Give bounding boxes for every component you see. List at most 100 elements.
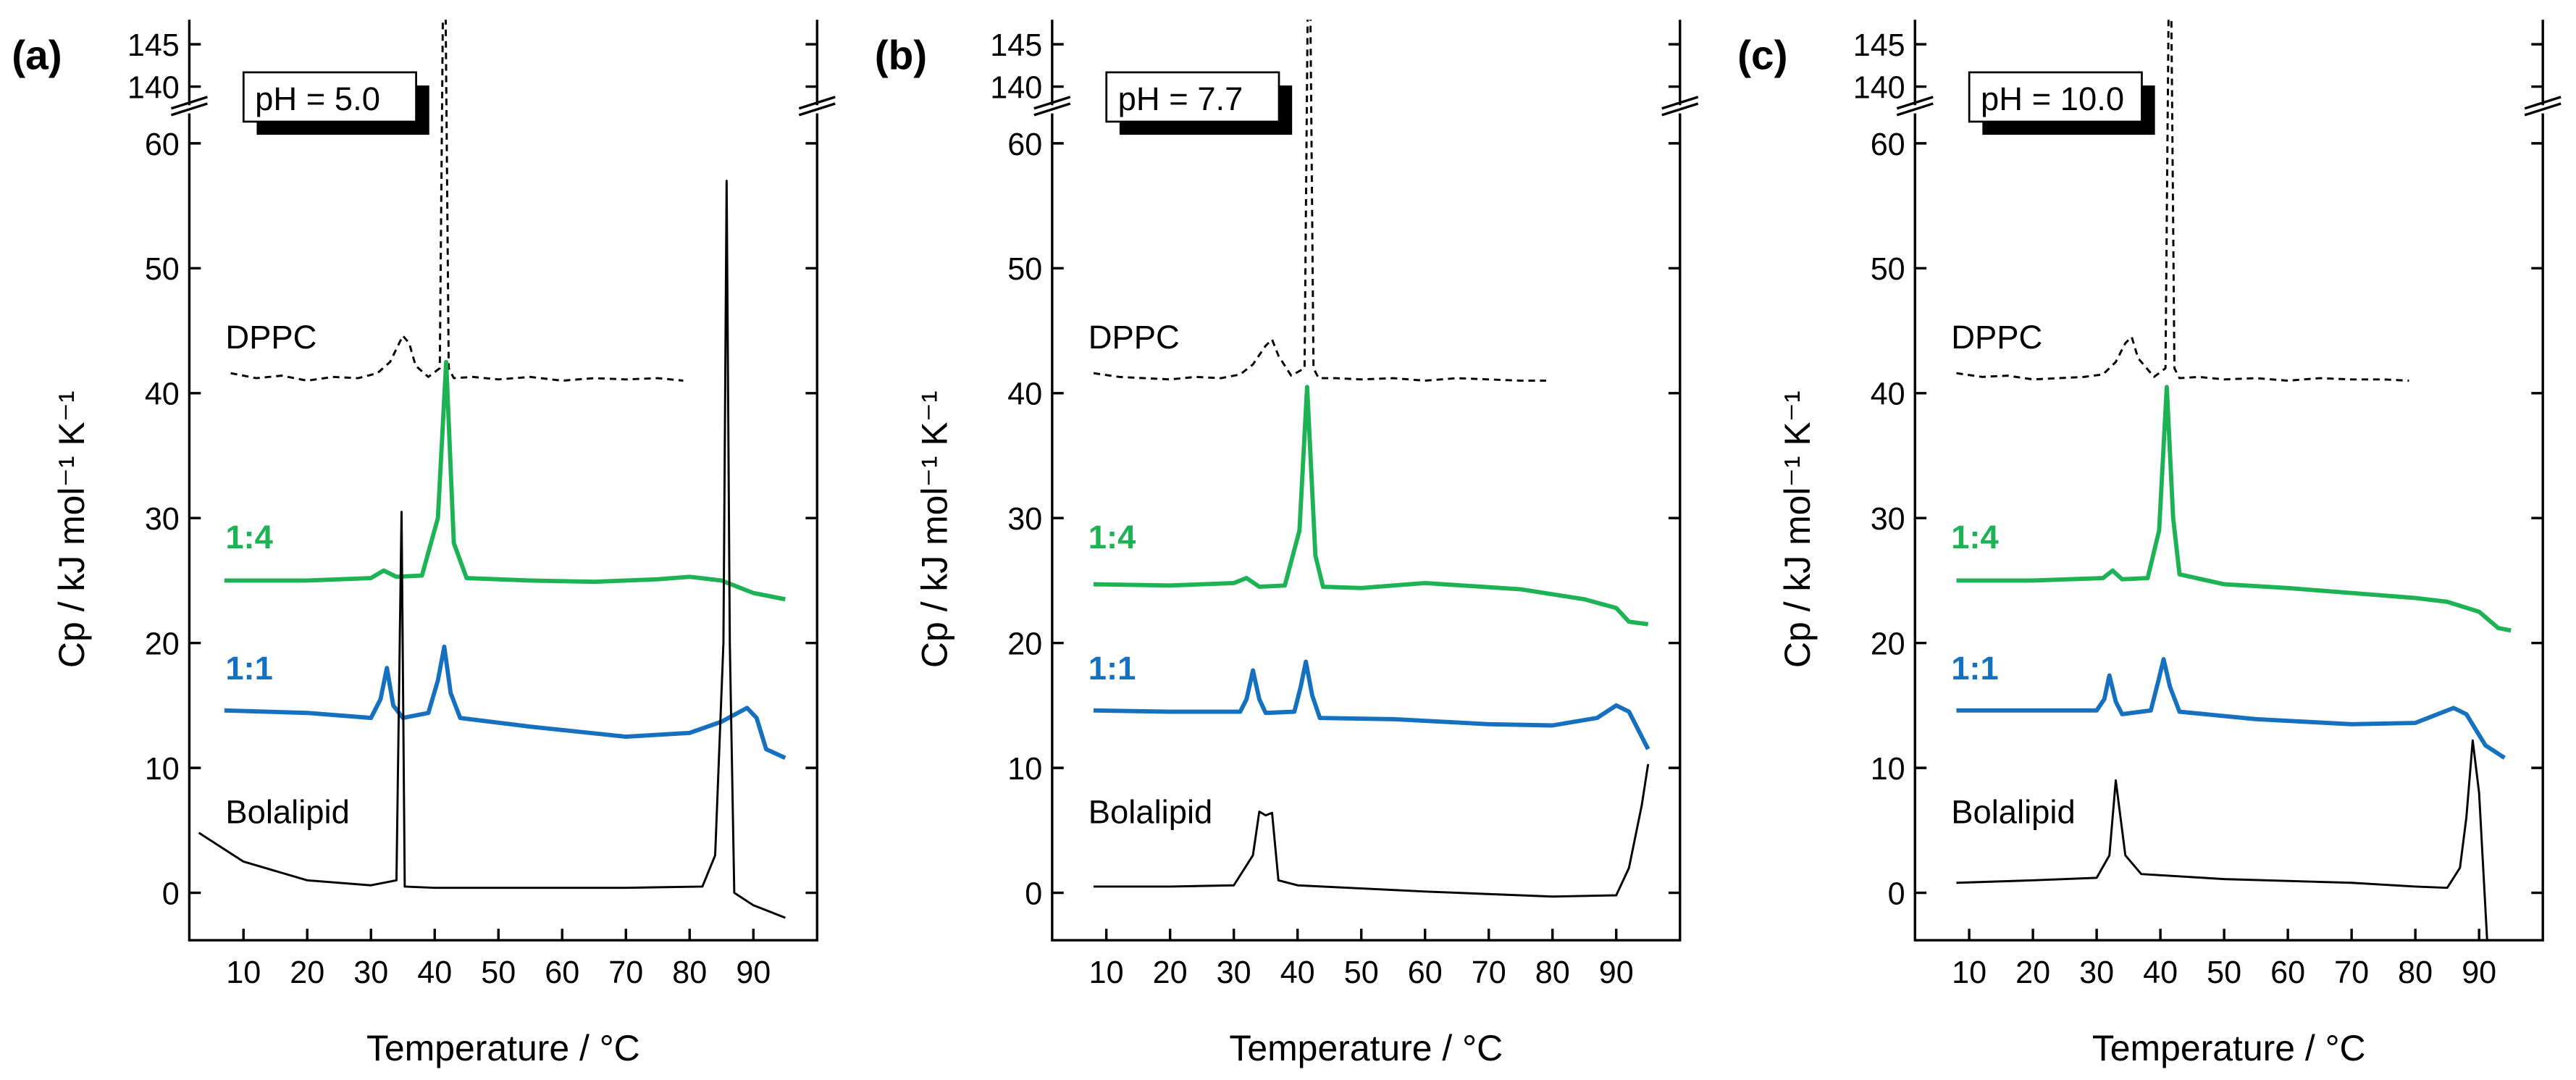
x-tick-label: 90 — [2462, 955, 2496, 990]
y-tick-label: 140 — [127, 70, 180, 105]
axis-break — [1033, 96, 1071, 117]
y-tick-label: 20 — [1007, 627, 1042, 662]
series-label: 1:1 — [1951, 650, 1999, 687]
x-tick-label: 90 — [736, 955, 771, 990]
y-tick-label: 0 — [1888, 876, 1905, 911]
series-line — [1956, 20, 2409, 382]
y-tick-label: 145 — [127, 28, 180, 63]
x-tick-label: 30 — [1217, 955, 1251, 990]
x-tick-label: 20 — [2015, 955, 2050, 990]
x-tick-label: 60 — [545, 955, 579, 990]
x-tick-label: 30 — [353, 955, 388, 990]
y-tick-label: 0 — [1025, 876, 1042, 911]
x-axis-label: Temperature / °C — [2092, 1028, 2366, 1068]
axis-break — [170, 96, 208, 117]
y-tick-label: 145 — [990, 28, 1042, 63]
axis-frame — [1913, 20, 2544, 942]
y-axis-label: Cp / kJ mol⁻¹ K⁻¹ — [915, 390, 955, 668]
y-tick-label: 40 — [1871, 377, 1905, 412]
series-line — [1956, 385, 2512, 633]
annotation: pH = 10.0 — [1981, 80, 2124, 117]
y-tick-label: 60 — [1871, 127, 1905, 162]
x-tick-label: 10 — [1089, 955, 1124, 990]
x-tick-label: 50 — [481, 955, 516, 990]
axis-frame — [1051, 20, 1682, 942]
y-tick-label: 60 — [1007, 127, 1042, 162]
x-tick-label: 80 — [672, 955, 707, 990]
annotation: pH = 7.7 — [1118, 80, 1243, 117]
x-tick-label: 20 — [290, 955, 324, 990]
y-axis-label: Cp / kJ mol⁻¹ K⁻¹ — [51, 390, 92, 668]
x-tick-label: 40 — [417, 955, 452, 990]
panel: 10 20 30 40 50 60 70 80 90 0 10 20 30 40 50 60 140 145 Tem… — [12, 20, 836, 1068]
x-tick-label: 30 — [2079, 955, 2114, 990]
series-line — [1094, 763, 1650, 898]
y-tick-label: 20 — [1871, 627, 1905, 662]
y-tick-label: 140 — [990, 70, 1042, 105]
y-tick-label: 10 — [1007, 752, 1042, 787]
plot-area — [1956, 20, 2512, 941]
axis-break — [1661, 96, 1699, 117]
x-tick-label: 10 — [226, 955, 261, 990]
plot-area — [1093, 20, 1650, 898]
y-tick-label: 50 — [1871, 252, 1905, 287]
series-line — [1956, 739, 2488, 941]
y-tick-label: 140 — [1853, 70, 1905, 105]
y-axis-label: Cp / kJ mol⁻¹ K⁻¹ — [1777, 390, 1818, 668]
x-tick-label: 60 — [1408, 955, 1443, 990]
axis-break — [2524, 96, 2562, 117]
y-tick-label: 20 — [145, 627, 180, 662]
panel: 10 20 30 40 50 60 70 80 90 0 10 20 30 40 50 60 140 145 Tem… — [875, 20, 1699, 1068]
axis-break — [798, 96, 836, 117]
y-tick-label: 40 — [145, 377, 180, 412]
x-tick-label: 40 — [2143, 955, 2178, 990]
series-label: Bolalipid — [1951, 793, 2076, 830]
x-tick-label: 50 — [2207, 955, 2241, 990]
series-label: Bolalipid — [1088, 793, 1213, 830]
panel-label: (a) — [12, 33, 62, 78]
y-tick-label: 30 — [145, 502, 180, 537]
annotation-box — [1968, 71, 2143, 123]
y-tick-label: 10 — [145, 752, 180, 787]
series-label: 1:4 — [1951, 519, 1999, 556]
x-tick-label: 50 — [1344, 955, 1379, 990]
series-label: 1:1 — [225, 650, 273, 687]
annotation: pH = 5.0 — [255, 80, 380, 117]
series-line — [224, 359, 786, 602]
series-label: 1:4 — [225, 519, 273, 556]
x-tick-label: 60 — [2270, 955, 2305, 990]
annotation-box — [242, 71, 417, 123]
series-line — [1956, 657, 2506, 760]
series-line — [224, 644, 786, 761]
x-tick-label: 20 — [1153, 955, 1188, 990]
series-label: Bolalipid — [225, 793, 350, 830]
axis-break — [1896, 96, 1934, 117]
y-tick-label: 10 — [1871, 752, 1905, 787]
series-label: 1:1 — [1088, 650, 1136, 687]
y-tick-label: 145 — [1853, 28, 1905, 63]
panel: 10 20 30 40 50 60 70 80 90 0 10 20 30 40 50 60 140 145 Tem… — [1737, 20, 2562, 1068]
annotation-box — [1105, 71, 1280, 123]
axis-frame — [188, 20, 819, 942]
x-tick-label: 90 — [1599, 955, 1634, 990]
x-tick-label: 70 — [608, 955, 643, 990]
panel-label: (c) — [1737, 33, 1787, 78]
series-label: DPPC — [1088, 319, 1180, 356]
y-tick-label: 0 — [162, 876, 180, 911]
y-tick-label: 30 — [1007, 502, 1042, 537]
series-line — [1094, 659, 1650, 750]
x-axis-label: Temperature / °C — [366, 1028, 640, 1068]
series-label: DPPC — [225, 319, 316, 356]
x-tick-label: 10 — [1952, 955, 1986, 990]
panel-label: (b) — [875, 33, 927, 78]
x-axis-label: Temperature / °C — [1229, 1028, 1503, 1068]
y-tick-label: 60 — [145, 127, 180, 162]
series-label: DPPC — [1951, 319, 2042, 356]
y-tick-label: 30 — [1871, 502, 1905, 537]
x-tick-label: 70 — [1472, 955, 1506, 990]
x-tick-label: 80 — [1535, 955, 1570, 990]
y-tick-label: 40 — [1007, 377, 1042, 412]
x-tick-label: 40 — [1280, 955, 1315, 990]
